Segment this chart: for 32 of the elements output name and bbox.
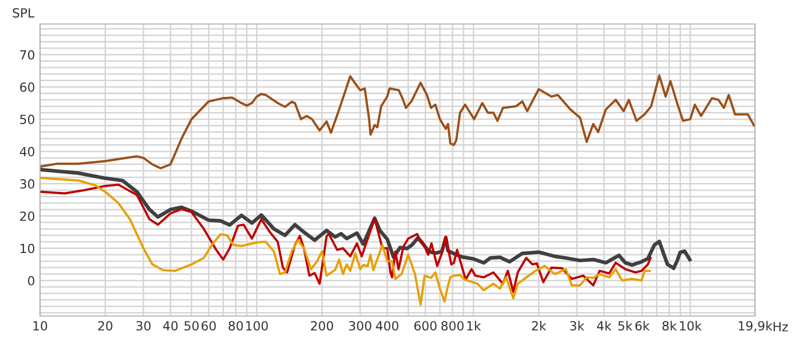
x-tick-label: 1k	[467, 320, 482, 330]
x-tick-label: 800	[441, 321, 464, 331]
y-tick-label: 60	[20, 82, 34, 92]
y-tick-label: 50	[20, 114, 34, 124]
x-tick-label: 30	[136, 321, 151, 331]
x-tick-label: 10k	[680, 320, 702, 331]
x-tick-label: 200	[310, 321, 334, 331]
y-tick-label: 0	[28, 276, 34, 286]
y-tick-label: 30	[20, 179, 34, 189]
x-tick-label: 100	[246, 321, 268, 331]
x-tick-label: 40	[163, 321, 178, 331]
x-tick-label: 4k	[596, 320, 612, 330]
y-tick-label: 20	[20, 211, 34, 221]
x-tick-label: 19,9k	[738, 320, 772, 332]
x-tick-label: 5k	[618, 320, 633, 331]
x-tick-label: 60	[202, 321, 216, 331]
x-tick-label: 600	[414, 321, 436, 331]
x-axis-title: Hz	[774, 322, 788, 332]
x-tick-label: 50	[184, 321, 199, 331]
y-axis-title: SPL	[12, 8, 34, 18]
x-tick-label: 20	[98, 321, 112, 331]
x-tick-label: 8k	[662, 320, 677, 331]
x-tick-label: 3k	[570, 320, 584, 331]
y-tick-label: 40	[20, 146, 34, 156]
x-tick-label: 2k	[532, 320, 546, 330]
x-tick-label: 400	[376, 321, 398, 331]
x-tick-label: 6k	[635, 320, 650, 331]
y-tick-label: 10	[20, 244, 34, 254]
x-tick-label: 80	[228, 321, 243, 331]
y-tick-label: 70	[20, 50, 34, 60]
x-tick-label: 10	[33, 321, 48, 331]
x-tick-label: 300	[349, 321, 372, 331]
